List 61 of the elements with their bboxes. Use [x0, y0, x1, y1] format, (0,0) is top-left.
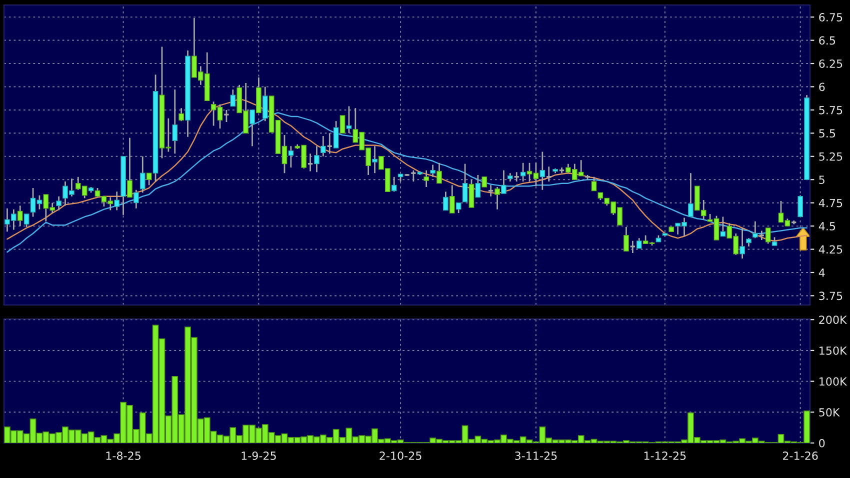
candlestick [443, 190, 448, 211]
candlestick [256, 76, 262, 114]
candlestick [146, 172, 152, 186]
y-tick-label: 4.25 [818, 245, 842, 254]
y-tick-label: 6.75 [819, 13, 842, 22]
candlestick [662, 232, 668, 237]
candlestick [223, 109, 230, 123]
y-tick-label: 3.75 [819, 292, 842, 300]
x-tick-label: 2-1-26 [782, 452, 818, 460]
candlestick [230, 88, 236, 107]
y-tick-label: 150K [820, 346, 848, 355]
y-tick-label: 50K [819, 408, 840, 417]
x-tick-label: 1-8-25 [106, 452, 140, 460]
candlestick [456, 202, 462, 214]
candlestick [430, 164, 436, 178]
candlestick [740, 227, 745, 260]
y-tick-label: 100K [820, 377, 848, 386]
candlestick [185, 50, 190, 138]
y-tick-label: 5.25 [819, 152, 842, 161]
candlestick [288, 145, 294, 168]
candlestick [436, 162, 442, 184]
candlestick [120, 156, 126, 216]
candlestick [688, 172, 694, 218]
y-tick-label: 4.5 [818, 222, 836, 230]
candlestick [346, 106, 352, 134]
candlestick [127, 137, 132, 198]
candlestick [449, 184, 455, 214]
candlestick [262, 86, 268, 122]
y-tick-label: 6.5 [819, 36, 836, 45]
candlestick [501, 170, 506, 194]
candlestick [114, 190, 120, 211]
candlestick [134, 189, 139, 210]
y-tick-label: 6 [819, 82, 825, 92]
candlestick [178, 107, 184, 122]
candlestick [56, 196, 62, 211]
candlestick [475, 174, 481, 198]
x-tick-label: 1-12-25 [644, 452, 686, 460]
x-tick-label: 1-9-25 [242, 452, 276, 460]
candlestick [17, 204, 23, 227]
candlestick [152, 74, 158, 182]
y-tick-label: 6.25 [819, 59, 842, 68]
candlestick [391, 176, 397, 192]
y-tick-label: 5 [819, 176, 824, 184]
candlestick [24, 214, 30, 228]
candlestick [424, 170, 430, 188]
candlestick [410, 170, 417, 182]
y-tick-label: 4 [818, 268, 825, 277]
x-tick-label: 2-10-25 [380, 452, 422, 460]
y-tick-label: 200K [819, 316, 848, 324]
candlestick [250, 110, 255, 147]
candlestick [372, 145, 378, 174]
y-tick-label: 0 [819, 438, 825, 448]
x-tick-label: 3-11-25 [515, 452, 557, 460]
candlestick [172, 88, 178, 154]
candlestick [462, 163, 468, 202]
candlestick [630, 240, 636, 254]
candlestick [140, 156, 146, 194]
y-tick-label: 5.5 [819, 129, 836, 138]
y-tick-label: 5.75 [819, 106, 842, 114]
y-tick-label: 4.75 [818, 198, 842, 208]
candlestick [804, 94, 810, 180]
